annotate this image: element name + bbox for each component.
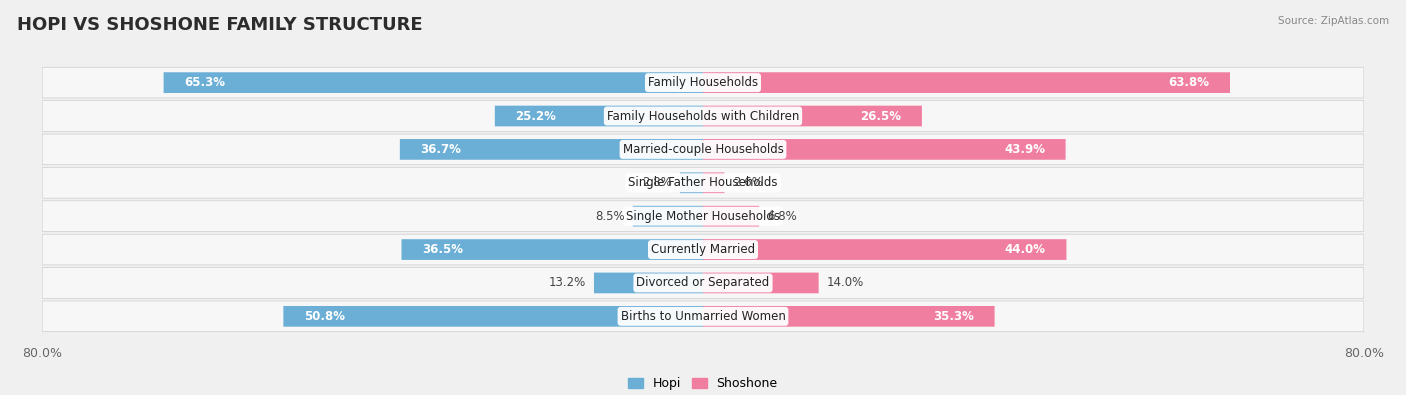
- Text: Currently Married: Currently Married: [651, 243, 755, 256]
- FancyBboxPatch shape: [703, 273, 818, 293]
- FancyBboxPatch shape: [42, 301, 1364, 332]
- Text: 63.8%: 63.8%: [1168, 76, 1209, 89]
- FancyBboxPatch shape: [703, 206, 759, 226]
- FancyBboxPatch shape: [681, 173, 703, 193]
- Text: 14.0%: 14.0%: [827, 276, 865, 290]
- Text: 8.5%: 8.5%: [595, 210, 624, 223]
- FancyBboxPatch shape: [703, 105, 922, 126]
- Text: Family Households: Family Households: [648, 76, 758, 89]
- Text: Single Father Households: Single Father Households: [628, 176, 778, 189]
- Text: 25.2%: 25.2%: [516, 109, 557, 122]
- Text: 2.6%: 2.6%: [733, 176, 762, 189]
- FancyBboxPatch shape: [495, 105, 703, 126]
- Text: 65.3%: 65.3%: [184, 76, 225, 89]
- FancyBboxPatch shape: [42, 67, 1364, 98]
- FancyBboxPatch shape: [42, 267, 1364, 298]
- Text: 6.8%: 6.8%: [768, 210, 797, 223]
- Text: 2.8%: 2.8%: [643, 176, 672, 189]
- FancyBboxPatch shape: [633, 206, 703, 226]
- FancyBboxPatch shape: [284, 306, 703, 327]
- FancyBboxPatch shape: [703, 306, 994, 327]
- FancyBboxPatch shape: [399, 139, 703, 160]
- FancyBboxPatch shape: [42, 134, 1364, 165]
- Text: Married-couple Households: Married-couple Households: [623, 143, 783, 156]
- Text: 26.5%: 26.5%: [860, 109, 901, 122]
- FancyBboxPatch shape: [703, 139, 1066, 160]
- FancyBboxPatch shape: [402, 239, 703, 260]
- FancyBboxPatch shape: [42, 101, 1364, 132]
- Text: Divorced or Separated: Divorced or Separated: [637, 276, 769, 290]
- Text: 35.3%: 35.3%: [934, 310, 974, 323]
- Text: Source: ZipAtlas.com: Source: ZipAtlas.com: [1278, 16, 1389, 26]
- FancyBboxPatch shape: [42, 201, 1364, 231]
- FancyBboxPatch shape: [42, 167, 1364, 198]
- Text: 44.0%: 44.0%: [1005, 243, 1046, 256]
- Text: 43.9%: 43.9%: [1004, 143, 1045, 156]
- Text: Single Mother Households: Single Mother Households: [626, 210, 780, 223]
- FancyBboxPatch shape: [703, 239, 1066, 260]
- Text: 36.7%: 36.7%: [420, 143, 461, 156]
- Text: Family Households with Children: Family Households with Children: [607, 109, 799, 122]
- Text: 13.2%: 13.2%: [548, 276, 586, 290]
- FancyBboxPatch shape: [42, 234, 1364, 265]
- FancyBboxPatch shape: [593, 273, 703, 293]
- Text: 36.5%: 36.5%: [422, 243, 463, 256]
- Text: 50.8%: 50.8%: [304, 310, 344, 323]
- FancyBboxPatch shape: [703, 173, 724, 193]
- FancyBboxPatch shape: [703, 72, 1230, 93]
- Legend: Hopi, Shoshone: Hopi, Shoshone: [623, 372, 783, 395]
- Text: HOPI VS SHOSHONE FAMILY STRUCTURE: HOPI VS SHOSHONE FAMILY STRUCTURE: [17, 16, 422, 34]
- Text: Births to Unmarried Women: Births to Unmarried Women: [620, 310, 786, 323]
- FancyBboxPatch shape: [163, 72, 703, 93]
